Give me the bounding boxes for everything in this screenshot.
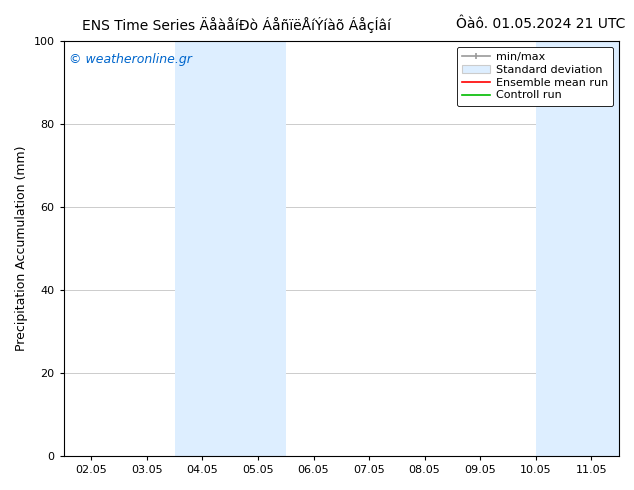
- Y-axis label: Precipitation Accumulation (mm): Precipitation Accumulation (mm): [15, 146, 28, 351]
- Bar: [536, 41, 619, 456]
- Bar: [174, 41, 286, 456]
- Text: ENS Time Series ÄåàåíÐò ÁåñïëÅíÝíàõ ÁåçÍâí: ENS Time Series ÄåàåíÐò ÁåñïëÅíÝíàõ ÁåçÍ…: [82, 17, 391, 33]
- Text: © weatheronline.gr: © weatheronline.gr: [69, 53, 192, 67]
- Text: Ôàô. 01.05.2024 21 UTC: Ôàô. 01.05.2024 21 UTC: [456, 17, 626, 31]
- Legend: min/max, Standard deviation, Ensemble mean run, Controll run: min/max, Standard deviation, Ensemble me…: [456, 47, 614, 106]
